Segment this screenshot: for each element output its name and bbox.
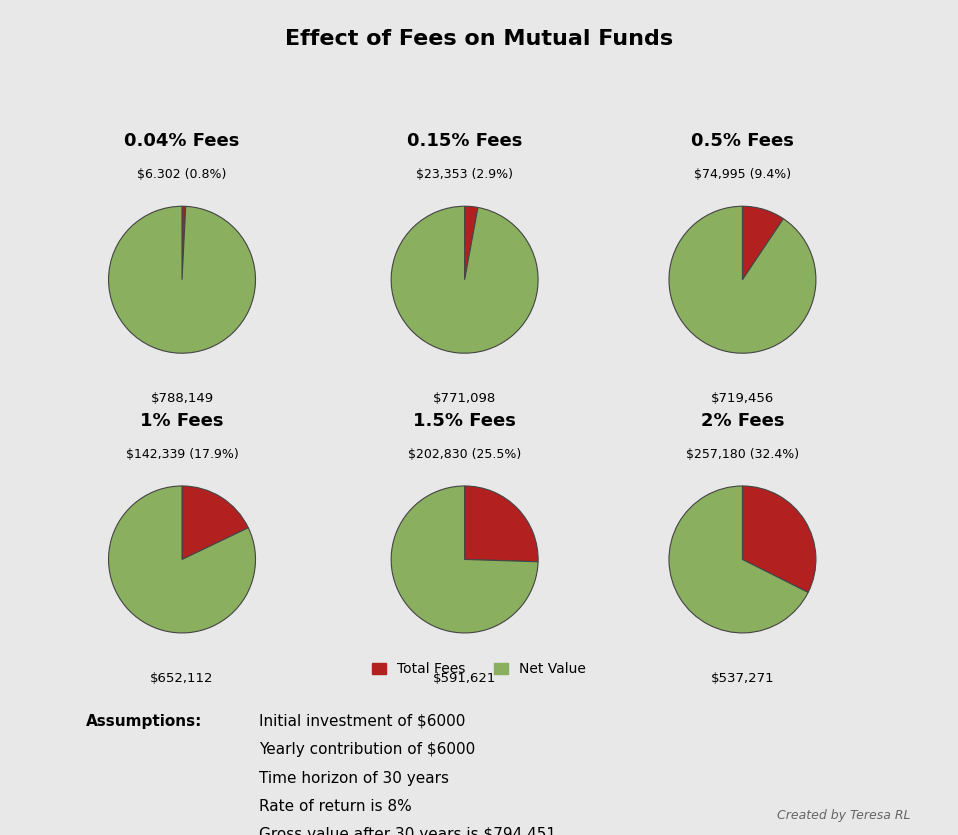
Text: Effect of Fees on Mutual Funds: Effect of Fees on Mutual Funds [285, 29, 673, 49]
Wedge shape [108, 486, 256, 633]
Legend: Total Fees, Net Value: Total Fees, Net Value [367, 657, 591, 682]
Text: Created by Teresa RL: Created by Teresa RL [777, 809, 910, 822]
Wedge shape [182, 206, 186, 280]
Text: $771,098: $771,098 [433, 392, 496, 406]
Text: $6.302 (0.8%): $6.302 (0.8%) [137, 168, 227, 181]
Text: Yearly contribution of $6000: Yearly contribution of $6000 [259, 742, 475, 757]
Wedge shape [669, 486, 809, 633]
Text: $591,621: $591,621 [433, 672, 496, 686]
Wedge shape [742, 206, 784, 280]
Wedge shape [391, 486, 538, 633]
Text: 1.5% Fees: 1.5% Fees [413, 412, 516, 430]
Text: $23,353 (2.9%): $23,353 (2.9%) [416, 168, 513, 181]
Text: Gross value after 30 years is $794,451: Gross value after 30 years is $794,451 [259, 827, 556, 835]
Wedge shape [391, 206, 538, 353]
Text: 0.04% Fees: 0.04% Fees [125, 132, 240, 150]
Text: 0.15% Fees: 0.15% Fees [407, 132, 522, 150]
Text: 0.5% Fees: 0.5% Fees [691, 132, 794, 150]
Text: Initial investment of $6000: Initial investment of $6000 [259, 714, 465, 729]
Text: $537,271: $537,271 [711, 672, 774, 686]
Text: $74,995 (9.4%): $74,995 (9.4%) [694, 168, 791, 181]
Text: 2% Fees: 2% Fees [700, 412, 785, 430]
Text: $719,456: $719,456 [711, 392, 774, 406]
Wedge shape [182, 486, 248, 559]
Text: $652,112: $652,112 [150, 672, 214, 686]
Text: $202,830 (25.5%): $202,830 (25.5%) [408, 448, 521, 461]
Text: $142,339 (17.9%): $142,339 (17.9%) [125, 448, 239, 461]
Wedge shape [108, 206, 256, 353]
Wedge shape [465, 486, 538, 562]
Text: Assumptions:: Assumptions: [86, 714, 202, 729]
Text: $257,180 (32.4%): $257,180 (32.4%) [686, 448, 799, 461]
Text: $788,149: $788,149 [150, 392, 214, 406]
Wedge shape [465, 206, 478, 280]
Wedge shape [669, 206, 816, 353]
Text: 1% Fees: 1% Fees [140, 412, 224, 430]
Wedge shape [742, 486, 816, 592]
Text: Rate of return is 8%: Rate of return is 8% [259, 799, 411, 814]
Text: Time horizon of 30 years: Time horizon of 30 years [259, 771, 448, 786]
